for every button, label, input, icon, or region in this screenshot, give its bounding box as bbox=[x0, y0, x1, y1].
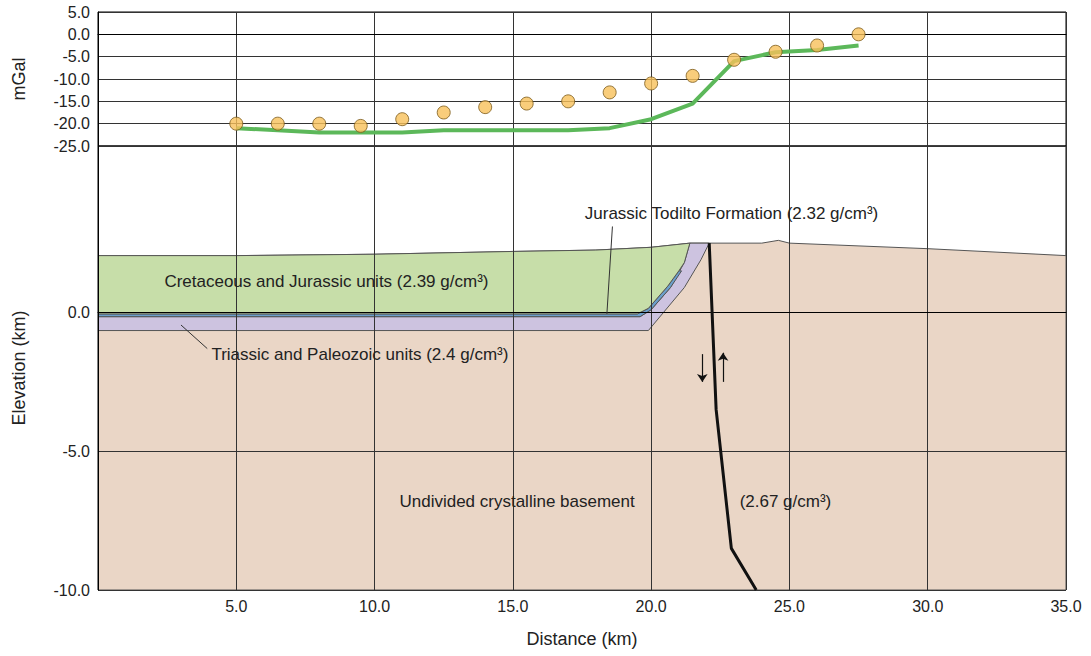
svg-text:30.0: 30.0 bbox=[912, 598, 943, 615]
svg-text:10.0: 10.0 bbox=[359, 598, 390, 615]
svg-text:-10.0: -10.0 bbox=[54, 582, 91, 599]
svg-text:5.0: 5.0 bbox=[225, 598, 247, 615]
svg-text:-10.0: -10.0 bbox=[54, 71, 91, 88]
svg-text:Jurassic Todilto Formation (2.: Jurassic Todilto Formation (2.32 g/cm³) bbox=[585, 204, 879, 223]
svg-text:-25.0: -25.0 bbox=[54, 138, 91, 155]
svg-text:0.0: 0.0 bbox=[68, 304, 90, 321]
svg-text:0.0: 0.0 bbox=[68, 26, 90, 43]
svg-text:-5.0: -5.0 bbox=[62, 443, 90, 460]
svg-text:5.0: 5.0 bbox=[68, 4, 90, 21]
svg-text:-15.0: -15.0 bbox=[54, 93, 91, 110]
svg-text:Distance (km): Distance (km) bbox=[526, 629, 637, 649]
svg-text:Cretaceous and Jurassic units: Cretaceous and Jurassic units (2.39 g/cm… bbox=[164, 272, 488, 291]
svg-text:15.0: 15.0 bbox=[497, 598, 528, 615]
svg-text:-20.0: -20.0 bbox=[54, 115, 91, 132]
svg-text:20.0: 20.0 bbox=[636, 598, 667, 615]
svg-text:25.0: 25.0 bbox=[774, 598, 805, 615]
svg-text:mGal: mGal bbox=[9, 57, 29, 100]
svg-text:35.0: 35.0 bbox=[1050, 598, 1081, 615]
svg-text:Elevation (km): Elevation (km) bbox=[9, 310, 29, 425]
svg-text:-5.0: -5.0 bbox=[62, 48, 90, 65]
svg-text:Undivided crystalline basement: Undivided crystalline basement bbox=[399, 492, 635, 511]
svg-text:Triassic and Paleozoic units (: Triassic and Paleozoic units (2.4 g/cm³) bbox=[211, 345, 508, 364]
svg-text:(2.67 g/cm³): (2.67 g/cm³) bbox=[740, 492, 832, 511]
